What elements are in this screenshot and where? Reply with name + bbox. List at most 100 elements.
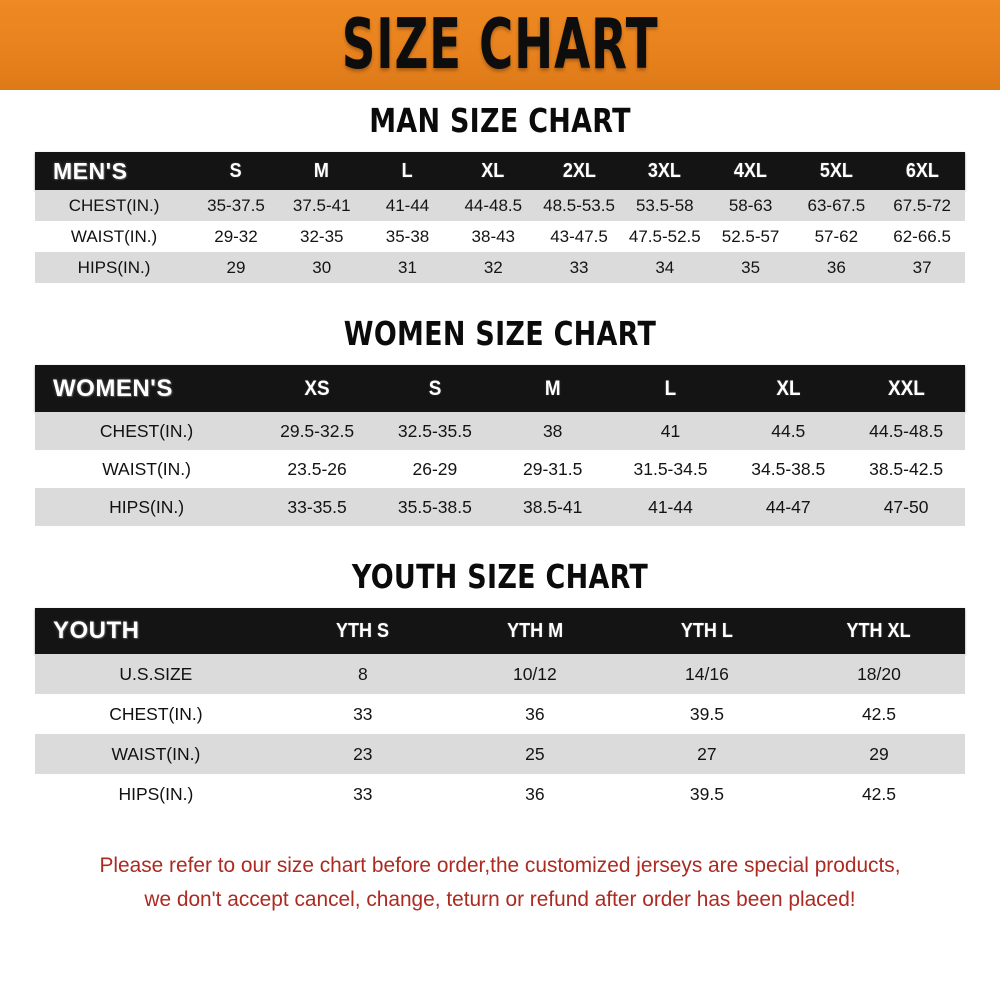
table-cell: 44-48.5 [450,190,537,221]
table-cell: 10/12 [448,654,621,694]
size-chart-section-1: MAN SIZE CHART MEN'S S M L XL 2XL 3XL 4XL 5XL 6XL C… [0,101,1000,317]
column-header-label: S [428,376,442,400]
column-header: XXL [847,365,965,412]
table-cell: 23.5-26 [258,450,376,488]
row-label: CHEST(IN.) [35,412,259,450]
table-cell: 58-63 [707,190,794,221]
row-label-header: WOMEN'S [35,365,259,412]
section-title: MAN SIZE CHART [369,101,631,141]
column-header: 6XL [879,152,965,190]
column-header-label: 2XL [562,159,596,182]
table-cell: 37 [879,252,965,283]
table-cell: 32 [450,252,537,283]
table-cell: 38.5-42.5 [847,450,965,488]
table-row: WAIST(IN.) 23 25 27 29 [35,734,965,774]
table-header-row: YOUTH YTH S YTH M YTH L YTH XL [35,608,965,654]
table-cell: 8 [276,654,449,694]
table-row: WAIST(IN.) 29-32 32-35 35-38 38-43 43-47.5 47.… [35,221,965,252]
table-cell: 47-50 [847,488,965,526]
spacer [35,526,965,560]
table-row: CHEST(IN.) 35-37.5 37.5-41 41-44 44-48.5 48.5… [35,190,965,221]
disclaimer-line-2: we don't accept cancel, change, teturn o… [144,887,856,911]
row-label: WAIST(IN.) [35,450,259,488]
column-header: 5XL [793,152,880,190]
table-cell: 62-66.5 [879,221,965,252]
column-header: XL [450,152,537,190]
table-cell: 41 [611,412,730,450]
row-label: HIPS(IN.) [35,774,277,814]
table-cell: 31.5-34.5 [611,450,730,488]
column-header-label: S [229,159,242,182]
table-cell: 34.5-38.5 [729,450,848,488]
table-cell: 30 [278,252,365,283]
size-table: MEN'S S M L XL 2XL 3XL 4XL 5XL 6XL CHEST(IN.) 35-37… [35,152,965,283]
table-cell: 29.5-32.5 [258,412,376,450]
column-header: 3XL [621,152,708,190]
table-cell: 48.5-53.5 [536,190,622,221]
table-cell: 57-62 [793,221,880,252]
row-label: CHEST(IN.) [35,694,277,734]
column-header-label: L [402,159,413,182]
banner-title: SIZE CHART [341,4,659,86]
table-header-row: MEN'S S M L XL 2XL 3XL 4XL 5XL 6XL [35,152,965,190]
table-cell: 33 [536,252,622,283]
column-header-label: YTH L [680,619,733,642]
table-cell: 37.5-41 [278,190,365,221]
column-header: YTH S [276,608,449,654]
table-row: HIPS(IN.) 29 30 31 32 33 34 35 36 37 [35,252,965,283]
table-cell: 44.5-48.5 [847,412,965,450]
table-row: HIPS(IN.) 33-35.5 35.5-38.5 38.5-41 41-44 44-… [35,488,965,526]
column-header-label: 6XL [905,159,939,182]
column-header-label: 5XL [819,159,853,182]
column-header: YTH L [620,608,793,654]
column-header-label: XXL [887,376,925,400]
table-row: U.S.SIZE 8 10/12 14/16 18/20 [35,654,965,694]
table-cell: 33 [276,774,449,814]
table-cell: 29-32 [193,221,279,252]
disclaimer-line-1: Please refer to our size chart before or… [99,853,901,877]
table-cell: 38 [493,412,612,450]
table-cell: 36 [448,694,621,734]
table-cell: 33-35.5 [258,488,376,526]
table-cell: 41-44 [611,488,730,526]
column-header-label: XL [481,159,505,182]
table-cell: 35.5-38.5 [375,488,494,526]
table-cell: 42.5 [792,694,965,734]
column-header: L [611,365,730,412]
column-header-label: YTH M [506,619,563,642]
size-chart-banner: SIZE CHART [0,0,1000,90]
spacer [35,351,965,365]
table-cell: 44-47 [729,488,848,526]
table-cell: 38.5-41 [493,488,612,526]
column-header-label: XS [304,376,330,400]
column-header-label: YTH S [336,619,390,642]
column-header: S [193,152,279,190]
table-cell: 43-47.5 [536,221,622,252]
row-label: WAIST(IN.) [35,221,194,252]
column-header: 2XL [536,152,622,190]
column-header: S [375,365,494,412]
column-header: 4XL [707,152,794,190]
table-row: CHEST(IN.) 29.5-32.5 32.5-35.5 38 41 44.5 44.5… [35,412,965,450]
table-cell: 39.5 [620,694,793,734]
table-cell: 14/16 [620,654,793,694]
table-cell: 42.5 [792,774,965,814]
table-cell: 41-44 [364,190,451,221]
column-header: M [278,152,365,190]
size-table: YOUTH YTH S YTH M YTH L YTH XL U.S.SIZE 8 10/12… [35,608,965,814]
column-header: L [364,152,451,190]
table-cell: 32.5-35.5 [375,412,494,450]
table-cell: 26-29 [375,450,494,488]
spacer [35,283,965,317]
size-table: WOMEN'S XS S M L XL XXL CHEST(IN.) 29.5-32.5 32.5… [35,365,965,526]
table-cell: 36 [448,774,621,814]
spacer [35,594,965,608]
table-row: HIPS(IN.) 33 36 39.5 42.5 [35,774,965,814]
row-label: U.S.SIZE [35,654,277,694]
table-cell: 18/20 [792,654,965,694]
column-header: M [493,365,612,412]
table-cell: 52.5-57 [707,221,794,252]
table-cell: 23 [276,734,449,774]
table-cell: 53.5-58 [621,190,708,221]
section-title: YOUTH SIZE CHART [351,557,649,597]
